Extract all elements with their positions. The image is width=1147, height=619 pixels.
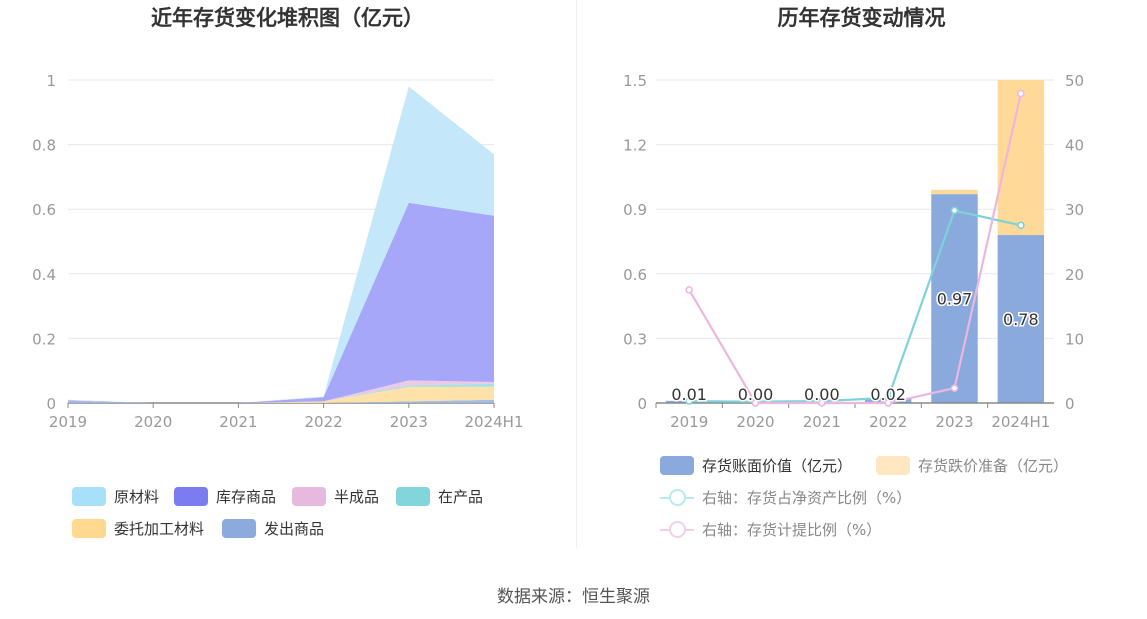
legend-item-semi-finished[interactable]: 半成品: [292, 486, 379, 507]
consigned-area: [68, 386, 494, 403]
y-tick-label: 1.5: [623, 72, 647, 90]
legend-label: 右轴：存货占净资产比例（%）: [702, 489, 912, 507]
x-tick-label: 2023: [390, 413, 428, 431]
bar-book-value: [997, 235, 1045, 403]
line-point: [1017, 89, 1025, 98]
x-tick-label: 2022: [305, 413, 343, 431]
legend-label: 委托加工材料: [114, 520, 205, 538]
line-point: [685, 286, 693, 294]
data-source-note: 数据来源：恒生聚源: [497, 587, 650, 607]
bar-value-label: 0.00: [804, 385, 840, 404]
x-tick-label: 2021: [803, 413, 841, 431]
chart-divider: [576, 0, 577, 548]
line-point: [818, 399, 826, 407]
legend-item-shipped[interactable]: 发出商品: [222, 518, 324, 539]
y2-tick-label: 20: [1065, 266, 1084, 284]
y-tick-label: 0.8: [32, 137, 56, 155]
y-tick-label: 0.6: [623, 266, 647, 284]
y-tick-label: 1.2: [623, 137, 647, 155]
legend-swatch-impairment: [876, 456, 910, 475]
bar-value-label: 0.97: [937, 290, 973, 309]
legend-label: 在产品: [438, 488, 484, 506]
legend-item-ratio-net-assets[interactable]: 右轴：存货占净资产比例（%）: [660, 487, 911, 508]
bar-book-value: [931, 194, 978, 403]
y-tick-label: 0.9: [623, 201, 647, 219]
legend-item-finished-goods[interactable]: 库存商品: [174, 486, 276, 507]
legend-label: 存货跌价准备（亿元）: [918, 457, 1069, 475]
y-tick-label: 1: [46, 72, 56, 90]
legend-swatch-book-value: [660, 456, 694, 475]
legend-item-impairment-ratio[interactable]: 右轴：存货计提比例（%）: [660, 519, 881, 540]
legend-label: 右轴：存货计提比例（%）: [702, 521, 882, 539]
y2-tick-label: 30: [1065, 201, 1084, 219]
x-tick-label: 2020: [736, 413, 774, 431]
legend-line-icon-impairment-ratio: [660, 520, 694, 539]
legend-swatch-finished-goods: [174, 487, 208, 506]
x-tick-label: 2023: [935, 413, 973, 431]
raw-material-area: [68, 86, 494, 403]
x-tick-label: 2021: [219, 413, 257, 431]
legend-label: 存货账面价值（亿元）: [702, 457, 853, 475]
bar-value-label: 0.01: [671, 385, 707, 404]
line-impairment-ratio: [688, 93, 1022, 405]
bar-value-label: 0.00: [738, 385, 774, 404]
y-tick-label: 0: [46, 395, 56, 413]
legend-swatch-wip: [396, 487, 430, 506]
right-chart-title: 历年存货变动情况: [777, 6, 946, 30]
legend-label: 发出商品: [264, 520, 325, 538]
legend-line-icon-ratio-net-assets: [660, 488, 694, 507]
legend-item-consigned[interactable]: 委托加工材料: [72, 518, 204, 539]
y2-tick-label: 10: [1065, 330, 1084, 348]
legend-label: 库存商品: [216, 488, 277, 506]
bar-value-label: 0.78: [1003, 310, 1039, 329]
legend-swatch-shipped: [222, 519, 256, 538]
y-tick-label: 0.2: [32, 330, 56, 348]
y2-tick-label: 0: [1065, 395, 1075, 413]
x-tick-label: 2024H1: [465, 413, 524, 431]
line-point: [1017, 221, 1025, 230]
legend-swatch-consigned: [72, 519, 106, 538]
x-tick-label: 2019: [670, 413, 708, 431]
legend-swatch-semi-finished: [292, 487, 326, 506]
legend-label: 原材料: [114, 488, 160, 506]
finished-goods-area: [68, 202, 494, 403]
bar-impairment: [931, 189, 978, 195]
legend-item-wip[interactable]: 在产品: [396, 486, 483, 507]
bar-impairment: [997, 80, 1045, 236]
line-point: [950, 384, 959, 392]
legend-item-book-value[interactable]: 存货账面价值（亿元）: [660, 455, 852, 476]
semi-finished-area: [68, 380, 494, 403]
x-tick-label: 2024H1: [991, 413, 1050, 431]
bar-value-label: 0.02: [870, 385, 906, 404]
legend-item-raw-material[interactable]: 原材料: [72, 486, 159, 507]
line-ratio-net-assets: [689, 209, 1022, 403]
x-tick-label: 2020: [134, 413, 172, 431]
y-tick-label: 0.3: [623, 330, 647, 348]
line-point: [751, 399, 760, 407]
y-tick-label: 0.6: [32, 201, 56, 219]
wip-area: [68, 383, 494, 403]
shipped-area: [68, 399, 494, 403]
line-point: [884, 399, 892, 407]
x-tick-label: 2022: [869, 413, 907, 431]
line-point: [685, 397, 693, 405]
legend-swatch-raw-material: [72, 487, 106, 506]
legend-item-impairment[interactable]: 存货跌价准备（亿元）: [876, 455, 1068, 476]
x-tick-label: 2019: [49, 413, 87, 431]
line-point: [950, 206, 959, 215]
legend-label: 半成品: [334, 488, 380, 506]
y2-tick-label: 40: [1065, 137, 1084, 155]
y2-tick-label: 50: [1065, 72, 1084, 90]
y-tick-label: 0.4: [32, 266, 56, 284]
y-tick-label: 0: [637, 395, 647, 413]
left-chart-title: 近年存货变化堆积图（亿元）: [151, 6, 424, 30]
